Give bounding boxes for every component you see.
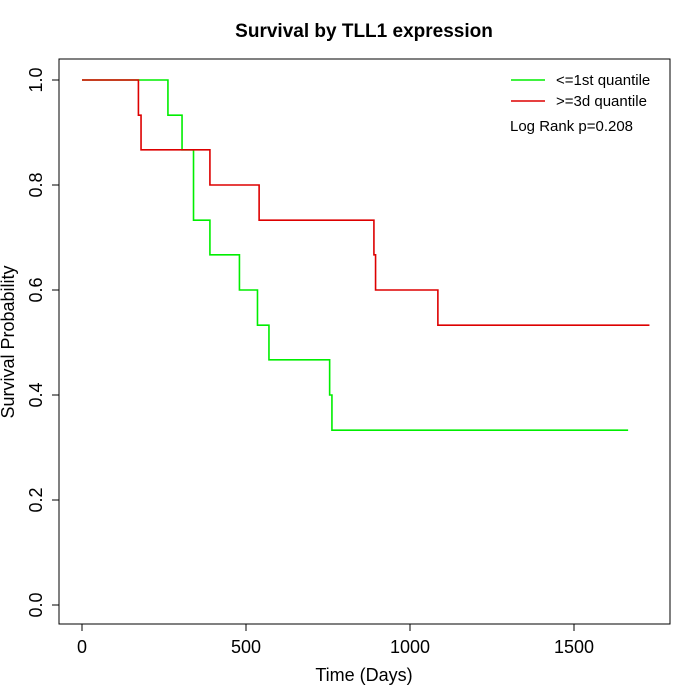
survival-curve-2 <box>82 79 650 326</box>
y-axis-label: Survival Probability <box>0 265 18 418</box>
y-axis: 0.0 0.2 0.4 0.6 0.8 1.0 <box>26 67 60 618</box>
survival-curve-1 <box>82 79 629 431</box>
legend-label: <=1st quantile <box>556 72 650 89</box>
y-tick-label: 0.0 <box>26 592 46 617</box>
plot-frame <box>58 58 671 625</box>
x-tick-label: 500 <box>231 637 261 657</box>
x-tick-label: 1000 <box>390 637 430 657</box>
chart-title: Survival by TLL1 expression <box>235 21 493 42</box>
y-tick-label: 1.0 <box>26 67 46 92</box>
y-tick-label: 0.2 <box>26 487 46 512</box>
series-layer <box>82 79 650 431</box>
x-tick-label: 0 <box>77 637 87 657</box>
log-rank-annotation: Log Rank p=0.208 <box>510 118 633 135</box>
x-axis-label: Time (Days) <box>315 665 412 685</box>
legend-label: >=3d quantile <box>556 93 647 110</box>
y-tick-label: 0.6 <box>26 277 46 302</box>
x-tick-label: 1500 <box>554 637 594 657</box>
x-axis: 0 500 1000 1500 <box>77 623 594 657</box>
legend: <=1st quantile >=3d quantile <box>511 72 650 110</box>
y-tick-label: 0.8 <box>26 172 46 197</box>
y-tick-label: 0.4 <box>26 382 46 407</box>
